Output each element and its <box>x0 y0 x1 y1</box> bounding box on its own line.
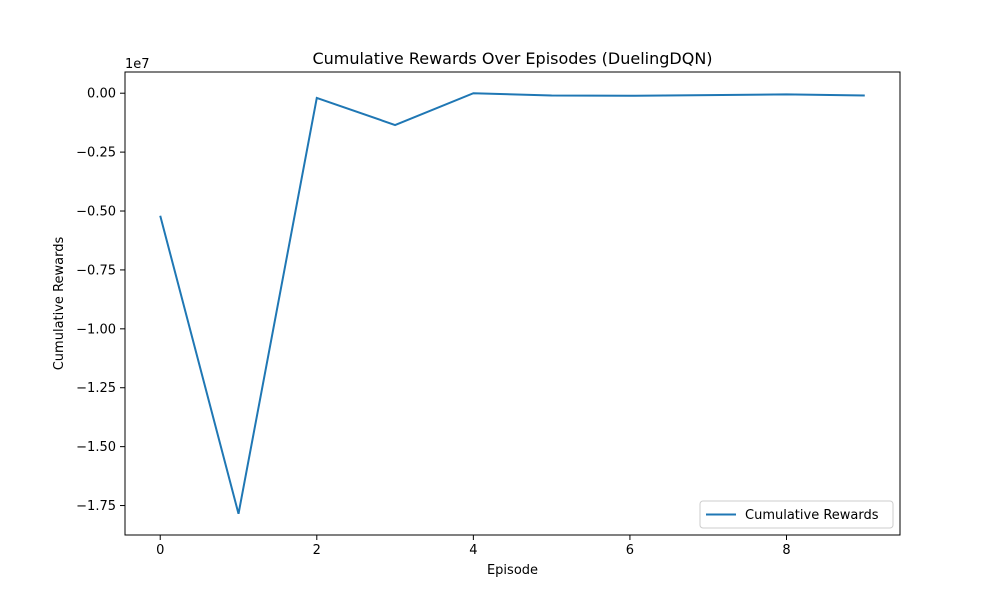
y-axis-ticks: 0.00 −0.25 −0.50 −0.75 −1.00 −1.25 −1.50 −1.75 <box>76 87 125 514</box>
y-tick-label: −0.75 <box>76 263 116 278</box>
x-tick-label: 0 <box>156 543 164 558</box>
y-tick-label: −0.50 <box>76 205 116 220</box>
legend-label: Cumulative Rewards <box>745 508 879 523</box>
x-tick-label: 8 <box>782 543 790 558</box>
x-axis-ticks: 0 2 4 6 8 <box>156 535 791 558</box>
legend-box <box>699 500 894 529</box>
series-line-0 <box>159 92 865 515</box>
x-tick-label: 2 <box>313 543 321 558</box>
x-tick-label: 4 <box>469 543 477 558</box>
y-tick-label: −1.50 <box>76 440 116 455</box>
y-offset-label: 1e7 <box>125 57 150 72</box>
chart-title: Cumulative Rewards Over Episodes (Duelin… <box>312 49 712 68</box>
y-axis-label: Cumulative Rewards <box>52 237 67 371</box>
y-tick-label: −1.75 <box>76 499 116 514</box>
y-tick-label: 0.00 <box>87 87 116 102</box>
x-axis-label: Episode <box>487 563 538 578</box>
x-tick-label: 6 <box>626 543 634 558</box>
legend: Cumulative Rewards <box>699 500 894 529</box>
y-tick-label: −0.25 <box>76 146 116 161</box>
y-tick-label: −1.00 <box>76 322 116 337</box>
y-tick-label: −1.25 <box>76 381 116 396</box>
plot-series <box>159 92 865 515</box>
plot-frame <box>124 71 901 536</box>
